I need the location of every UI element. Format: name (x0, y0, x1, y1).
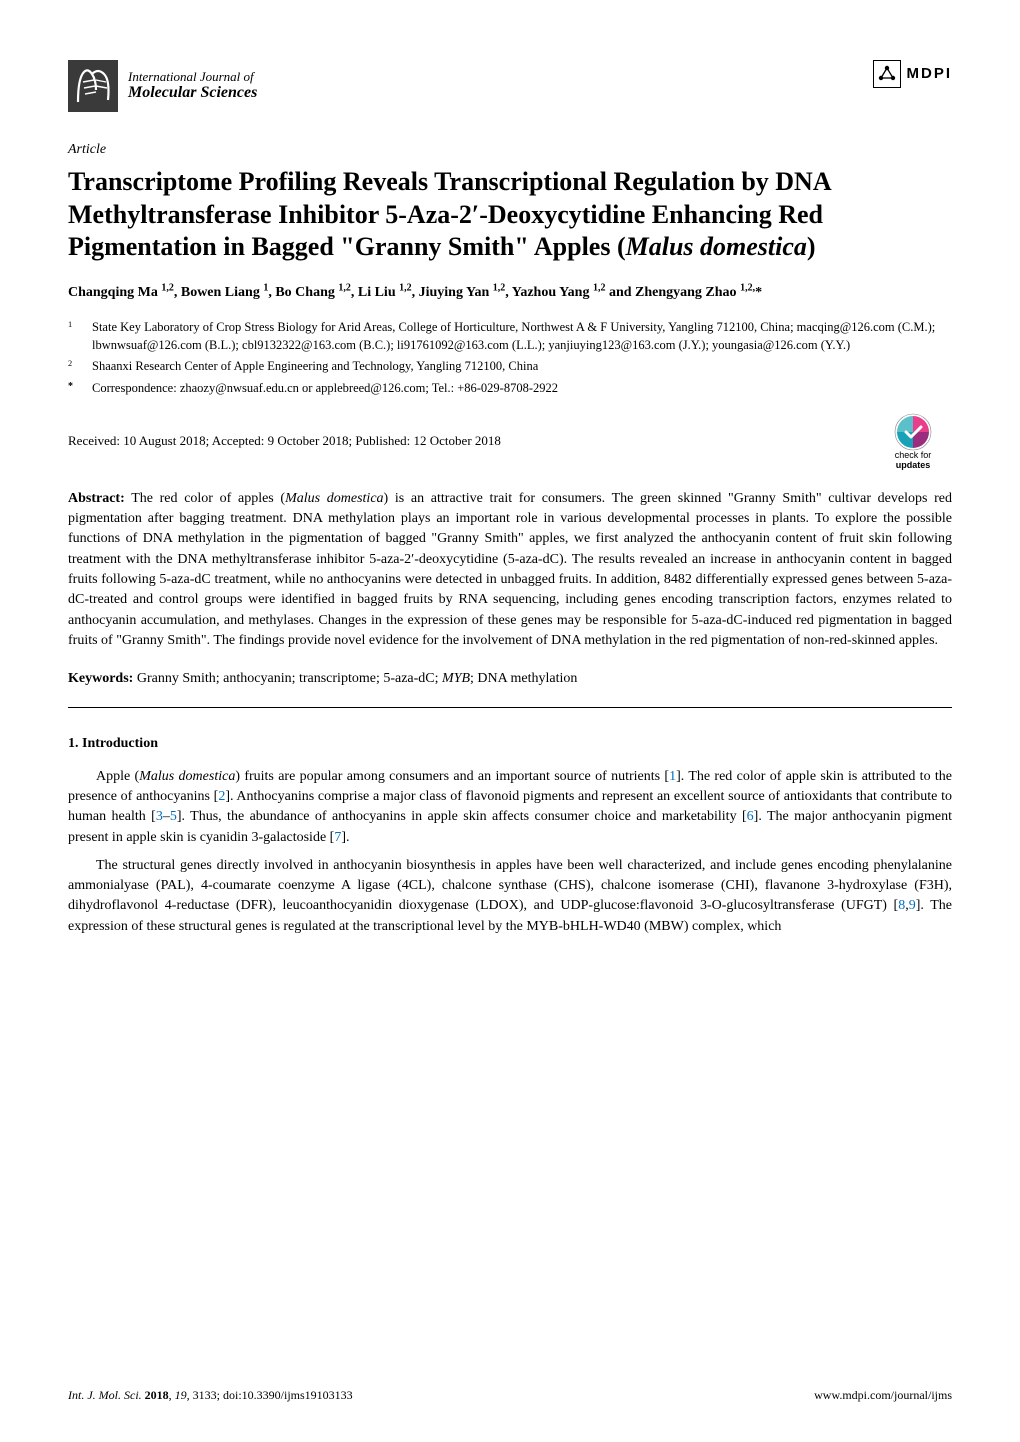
section-heading: 1. Introduction (68, 734, 952, 754)
abstract-label: Abstract: (68, 491, 125, 506)
body-paragraph: Apple (Malus domestica) fruits are popul… (68, 767, 952, 848)
body-paragraph: The structural genes directly involved i… (68, 856, 952, 937)
affiliation-row: 1 State Key Laboratory of Crop Stress Bi… (68, 318, 952, 354)
keywords-label: Keywords: (68, 671, 133, 686)
affiliation-text: State Key Laboratory of Crop Stress Biol… (92, 318, 952, 354)
dates-row: Received: 10 August 2018; Accepted: 9 Oc… (68, 413, 952, 471)
dates-text: Received: 10 August 2018; Accepted: 9 Oc… (68, 432, 501, 451)
check-updates-icon (894, 413, 932, 451)
citation-link[interactable]: 3 (156, 809, 163, 824)
affiliation-text: Correspondence: zhaozy@nwsuaf.edu.cn or … (92, 379, 952, 397)
affiliation-num: 1 (68, 318, 92, 354)
affiliation-row: * Correspondence: zhaozy@nwsuaf.edu.cn o… (68, 379, 952, 397)
keywords-block: Keywords: Granny Smith; anthocyanin; tra… (68, 669, 952, 689)
journal-block: International Journal of Molecular Scien… (68, 60, 257, 112)
mdpi-text: MDPI (907, 63, 953, 85)
check-updates-text: check forupdates (895, 451, 932, 471)
affiliations-block: 1 State Key Laboratory of Crop Stress Bi… (68, 318, 952, 397)
check-updates-badge[interactable]: check forupdates (874, 413, 952, 471)
page-header: International Journal of Molecular Scien… (68, 60, 952, 112)
journal-mol-label: Molecular Sciences (128, 84, 257, 102)
citation-link[interactable]: 5 (170, 809, 177, 824)
mdpi-logo: MDPI (873, 60, 953, 88)
authors-line: Changqing Ma 1,2, Bowen Liang 1, Bo Chan… (68, 282, 952, 304)
journal-name: International Journal of Molecular Scien… (128, 70, 257, 102)
article-type: Article (68, 140, 952, 160)
affiliation-num: 2 (68, 357, 92, 376)
keywords-text: Granny Smith; anthocyanin; transcriptome… (137, 671, 578, 686)
mdpi-mark-icon (873, 60, 901, 88)
affiliation-text: Shaanxi Research Center of Apple Enginee… (92, 357, 952, 376)
citation-link[interactable]: 6 (747, 809, 754, 824)
affiliation-num: * (68, 379, 92, 397)
abstract-block: Abstract: The red color of apples (Malus… (68, 489, 952, 651)
abstract-text: The red color of apples (Malus domestica… (68, 491, 952, 648)
journal-intl-label: International Journal of (128, 70, 257, 84)
journal-logo-icon (68, 60, 118, 112)
footer-right[interactable]: www.mdpi.com/journal/ijms (814, 1387, 952, 1404)
section-divider (68, 707, 952, 708)
citation-link[interactable]: 9 (909, 898, 916, 913)
article-title: Transcriptome Profiling Reveals Transcri… (68, 166, 952, 264)
affiliation-row: 2 Shaanxi Research Center of Apple Engin… (68, 357, 952, 376)
footer-left: Int. J. Mol. Sci. 2018, 19, 3133; doi:10… (68, 1387, 353, 1404)
page-footer: Int. J. Mol. Sci. 2018, 19, 3133; doi:10… (68, 1387, 952, 1404)
